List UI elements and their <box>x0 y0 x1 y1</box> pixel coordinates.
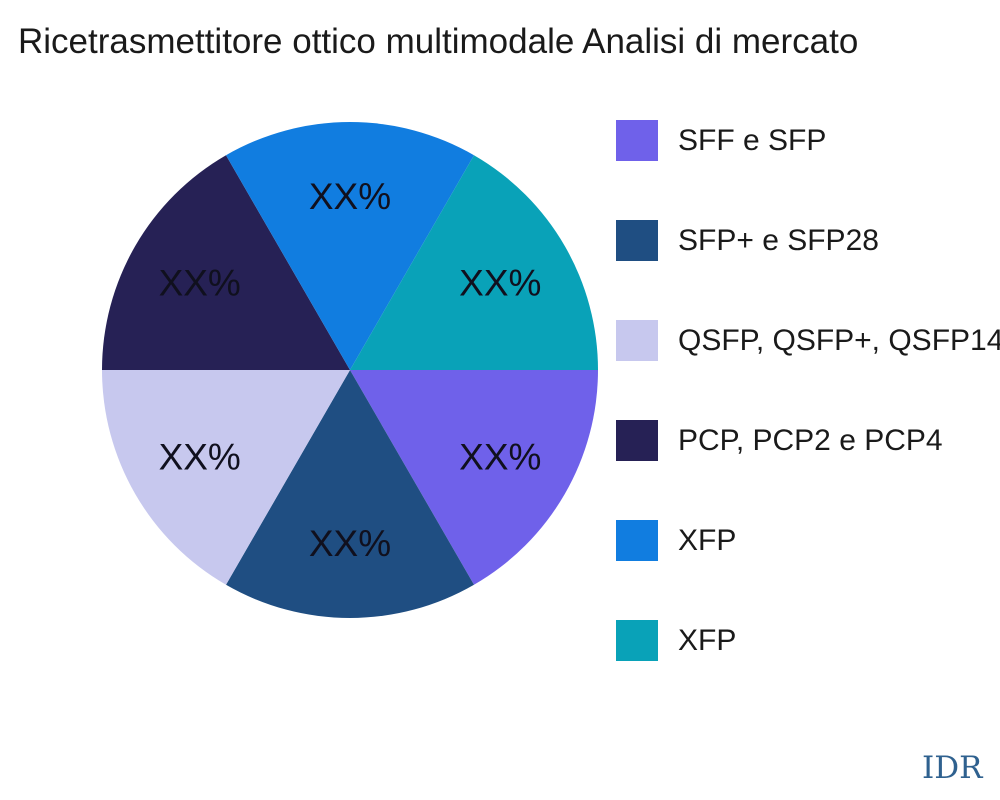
legend-label-2: QSFP, QSFP+, QSFP14 <box>678 323 1000 357</box>
pie-slice-4 <box>226 122 474 371</box>
legend-label-1: SFP+ e SFP28 <box>678 223 879 257</box>
legend-swatch-3 <box>616 420 658 461</box>
legend-label-4: XFP <box>678 523 737 557</box>
legend-swatch-4 <box>616 520 658 561</box>
pie-slice-value-label-0: XX% <box>459 436 541 477</box>
legend-swatch-5 <box>616 620 658 661</box>
pie-slice-value-label-3: XX% <box>159 263 241 304</box>
legend-swatch-1 <box>616 220 658 261</box>
legend-label-3: PCP, PCP2 e PCP4 <box>678 423 943 457</box>
legend-item-5: XFP <box>616 620 1000 661</box>
pie-slice-1 <box>226 370 474 618</box>
legend: SFF e SFP SFP+ e SFP28 QSFP, QSFP+, QSFP14… <box>616 120 1000 720</box>
pie-slice-5 <box>350 155 598 370</box>
pie-slice-0 <box>350 370 598 585</box>
legend-item-1: SFP+ e SFP28 <box>616 220 1000 261</box>
legend-item-4: XFP <box>616 520 1000 561</box>
legend-swatch-0 <box>616 120 658 161</box>
pie-slice-value-label-2: XX% <box>159 436 241 477</box>
legend-item-0: SFF e SFP <box>616 120 1000 161</box>
pie-slice-value-label-1: XX% <box>309 523 391 564</box>
legend-label-5: XFP <box>678 623 737 657</box>
pie-slice-value-label-5: XX% <box>459 263 541 304</box>
watermark: IDR <box>922 750 983 786</box>
pie-slice-3 <box>102 155 350 370</box>
page-title: Ricetrasmettitore ottico multimodale Ana… <box>18 22 859 61</box>
pie-slice-value-label-4: XX% <box>309 176 391 217</box>
pie-slice-2 <box>102 370 350 585</box>
legend-item-2: QSFP, QSFP+, QSFP14 <box>616 320 1000 361</box>
legend-label-0: SFF e SFP <box>678 123 827 157</box>
legend-item-3: PCP, PCP2 e PCP4 <box>616 420 1000 461</box>
legend-swatch-2 <box>616 320 658 361</box>
